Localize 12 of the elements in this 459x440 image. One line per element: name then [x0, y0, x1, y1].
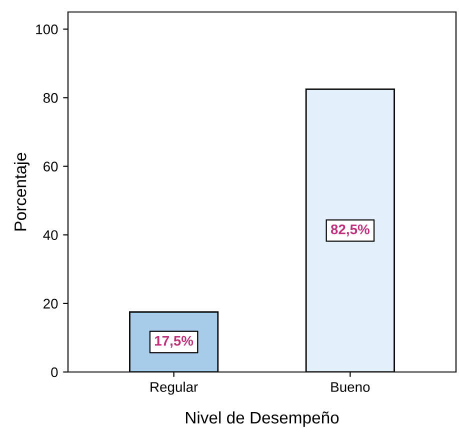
y-tick-label: 20 [44, 298, 58, 309]
y-tick-label: 40 [43, 230, 58, 240]
data-label: 82,5% [330, 224, 370, 236]
data-label: 17,5% [155, 336, 194, 348]
x-axis-title: Nivel de Desempeño [186, 411, 339, 427]
x-tick-label: Bueno [331, 382, 370, 392]
x-tick-label: Regular [150, 382, 198, 395]
y-tick-label: 80 [43, 93, 58, 103]
y-tick-label: 100 [36, 24, 58, 34]
y-tick-label: 60 [44, 162, 58, 172]
y-axis-title: Porcentaje [14, 152, 30, 230]
y-tick-label: 0 [51, 367, 58, 378]
